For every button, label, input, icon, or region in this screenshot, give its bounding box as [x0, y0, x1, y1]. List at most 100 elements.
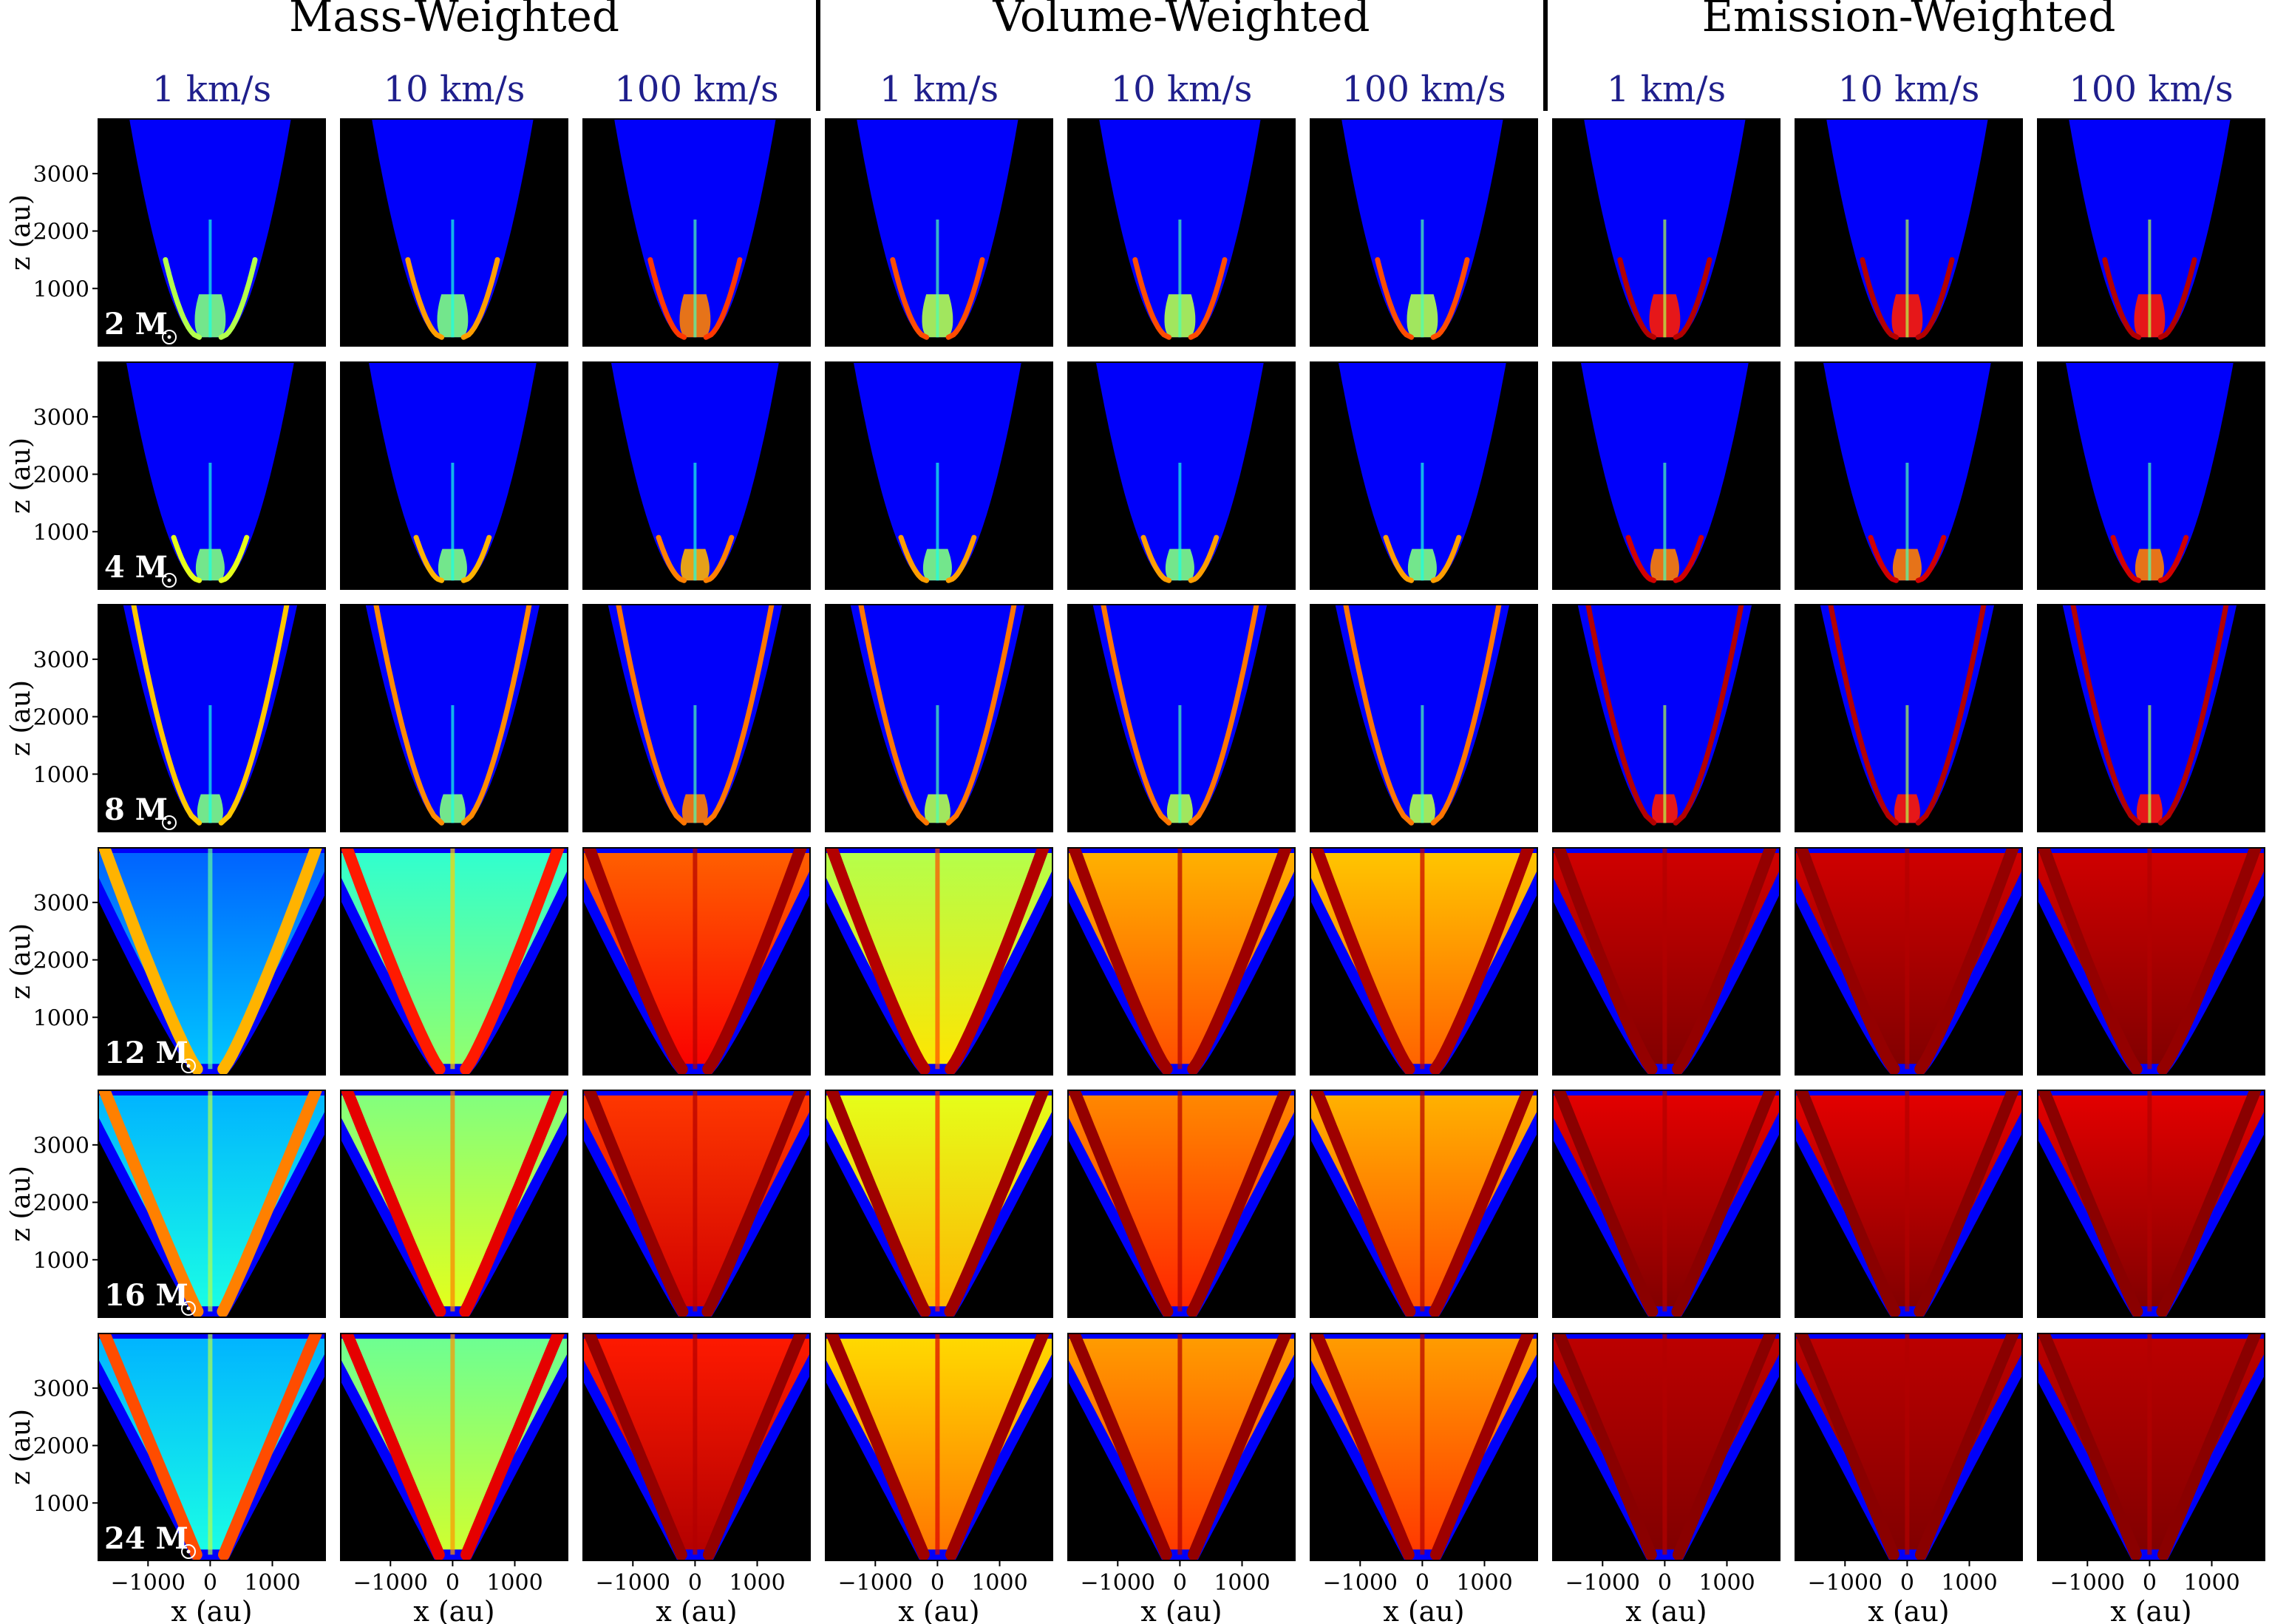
shell-wall-right	[944, 1090, 1050, 1317]
panel-frame	[1067, 847, 1296, 1076]
panel-frame	[825, 1333, 1053, 1561]
x-tick-label: −1000	[2050, 1570, 2125, 1596]
x-axis-label-5: x (au)	[1140, 1595, 1222, 1624]
solar-mass-icon-dot	[167, 821, 171, 825]
envelope-rim	[341, 1090, 568, 1317]
shell-wall-right	[218, 605, 290, 826]
x-axis-label-8: x (au)	[1868, 1595, 1949, 1624]
shell-wall-left	[1310, 848, 1415, 1075]
shell-wall-left	[583, 1090, 689, 1317]
panel-frame	[1795, 1333, 2023, 1561]
panel-frame	[1795, 847, 2023, 1076]
shell-wall-right	[703, 1333, 807, 1560]
column-label-1: 1 km/s	[152, 69, 271, 110]
envelope-rim	[341, 848, 568, 1075]
shell-wall-left	[898, 534, 930, 583]
panel-r6-c1	[98, 1333, 326, 1561]
panel-frame	[2037, 361, 2265, 590]
shell-wall-right	[1915, 256, 1955, 340]
panel-frame	[98, 361, 326, 590]
panel-r1-c4	[825, 118, 1053, 347]
shell-wall-right	[2157, 534, 2189, 583]
panel-frame	[1795, 118, 2023, 347]
panel-r4-c7	[1552, 847, 1780, 1076]
panel-frame	[2037, 604, 2265, 832]
shell-wall-right	[2157, 1333, 2262, 1560]
shell-wall-right	[1188, 1333, 1292, 1560]
panel-r5-c6	[1310, 1090, 1538, 1318]
shell-wall-left	[171, 534, 203, 583]
envelope-rim	[1310, 1333, 1537, 1560]
panel-r5-c8	[1795, 1090, 2023, 1318]
shell-wall-left	[1795, 1090, 1901, 1317]
column-label-3: 100 km/s	[614, 69, 778, 110]
envelope-rim	[1310, 848, 1537, 1075]
shell-wall-left	[1625, 534, 1657, 583]
shell-wall-right	[2157, 848, 2262, 1075]
panel-frame	[340, 1333, 568, 1561]
panel-frame	[2037, 847, 2265, 1076]
shell-wall-right	[703, 605, 775, 826]
shell-wall-left	[2038, 1090, 2143, 1317]
panel-frame	[1067, 361, 1296, 590]
axes-layer: 2 M 4 M 8 M 12 M 16 M 24 M 1000 2000 3000 z (au) 1…	[6, 162, 2240, 1624]
shell-wall-left	[98, 1090, 204, 1317]
y-tick-label: 1000	[33, 762, 89, 788]
shell-wall-right	[218, 1333, 322, 1560]
x-tick-label: 0	[1415, 1570, 1429, 1596]
x-tick-label: 1000	[1214, 1570, 1270, 1596]
shell-wall-right	[460, 534, 492, 583]
envelope-rim	[2038, 1333, 2265, 1560]
shell-wall-left	[98, 1333, 203, 1560]
panel-r3-c3	[582, 604, 811, 832]
panel-frame	[1067, 118, 1296, 347]
panel-r3-c2	[340, 604, 568, 832]
shell-wall-left	[826, 1090, 931, 1317]
shell-wall-left	[583, 1333, 687, 1560]
panel-r2-c7	[1552, 361, 1780, 590]
shell-wall-left	[413, 534, 445, 583]
y-tick-label: 1000	[33, 520, 89, 546]
panel-r2-c1	[98, 361, 326, 590]
panel-r2-c2	[340, 361, 568, 590]
shell-wall-left	[1343, 605, 1415, 826]
x-tick-label: 1000	[971, 1570, 1027, 1596]
shell-wall-right	[217, 848, 322, 1075]
shell-wall-left	[341, 1090, 446, 1317]
x-axis-label-4: x (au)	[898, 1595, 979, 1624]
solar-mass-icon	[162, 330, 177, 344]
envelope-rim	[2038, 1090, 2265, 1317]
shell-wall-right	[1672, 848, 1777, 1075]
panel-frame	[340, 847, 568, 1076]
panel-r4-c9	[2037, 847, 2265, 1076]
panel-frame	[582, 847, 811, 1076]
shell-wall-left	[2102, 256, 2142, 340]
shell-wall-left	[826, 1333, 930, 1560]
panel-frame	[340, 361, 568, 590]
envelope-rim	[1553, 1090, 1780, 1317]
panel-frame	[582, 361, 811, 590]
envelope-rim	[1553, 1333, 1780, 1560]
envelope-rim	[98, 1090, 325, 1317]
envelope-rim	[1068, 1333, 1295, 1560]
panel-r2-c9	[2037, 361, 2265, 590]
panel-r1-c6	[1310, 118, 1538, 347]
shell-wall-left	[583, 848, 688, 1075]
shell-wall-left	[1795, 848, 1900, 1075]
shell-wall-left	[1860, 256, 1899, 340]
panel-r4-c1	[98, 847, 326, 1076]
shell-wall-left	[1068, 1090, 1174, 1317]
panel-r1-c8	[1795, 118, 2023, 347]
shell-wall-right	[460, 605, 532, 826]
shell-wall-left	[656, 534, 687, 583]
y-tick-label: 1000	[33, 276, 89, 302]
panel-r4-c6	[1310, 847, 1538, 1076]
shell-wall-right	[1430, 605, 1502, 826]
panel-r6-c9	[2037, 1333, 2265, 1561]
y-tick-label: 3000	[33, 1376, 89, 1402]
x-axis-label-7: x (au)	[1625, 1595, 1707, 1624]
y-tick-label: 1000	[33, 1491, 89, 1517]
panel-frame	[340, 118, 568, 347]
shell-wall-left	[131, 605, 203, 826]
panel-frame	[1067, 604, 1296, 832]
